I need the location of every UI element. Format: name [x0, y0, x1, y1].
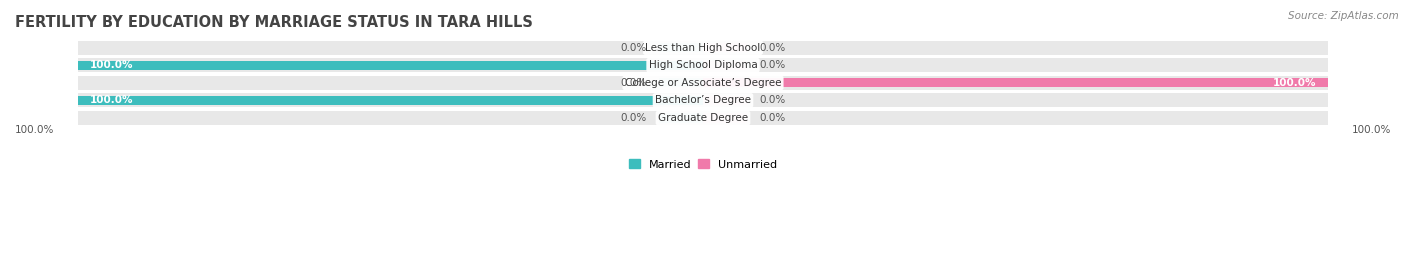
Text: 0.0%: 0.0%	[620, 113, 647, 123]
Bar	[77, 111, 1329, 125]
Bar	[703, 96, 747, 105]
Text: Source: ZipAtlas.com: Source: ZipAtlas.com	[1288, 11, 1399, 21]
Text: 0.0%: 0.0%	[759, 113, 786, 123]
Bar	[703, 78, 1329, 87]
Text: 100.0%: 100.0%	[1351, 125, 1391, 135]
Bar	[77, 58, 1329, 72]
Text: College or Associate’s Degree: College or Associate’s Degree	[624, 78, 782, 88]
Text: 100.0%: 100.0%	[1272, 78, 1316, 88]
Bar	[659, 114, 703, 123]
Bar	[77, 41, 1329, 55]
Bar	[703, 43, 747, 52]
Bar	[659, 43, 703, 52]
Text: 100.0%: 100.0%	[90, 60, 134, 70]
Text: 0.0%: 0.0%	[620, 78, 647, 88]
Text: Less than High School: Less than High School	[645, 43, 761, 53]
Legend: Married, Unmarried: Married, Unmarried	[624, 155, 782, 174]
Bar	[77, 93, 1329, 107]
Text: FERTILITY BY EDUCATION BY MARRIAGE STATUS IN TARA HILLS: FERTILITY BY EDUCATION BY MARRIAGE STATU…	[15, 15, 533, 30]
Text: 100.0%: 100.0%	[90, 95, 134, 105]
Text: Bachelor’s Degree: Bachelor’s Degree	[655, 95, 751, 105]
Bar	[703, 61, 747, 70]
Text: High School Diploma: High School Diploma	[648, 60, 758, 70]
Bar	[659, 78, 703, 87]
Bar	[703, 114, 747, 123]
Text: Graduate Degree: Graduate Degree	[658, 113, 748, 123]
Bar	[77, 61, 703, 70]
Bar	[77, 76, 1329, 90]
Bar	[77, 96, 703, 105]
Text: 0.0%: 0.0%	[620, 43, 647, 53]
Text: 0.0%: 0.0%	[759, 95, 786, 105]
Text: 100.0%: 100.0%	[15, 125, 55, 135]
Text: 0.0%: 0.0%	[759, 43, 786, 53]
Text: 0.0%: 0.0%	[759, 60, 786, 70]
